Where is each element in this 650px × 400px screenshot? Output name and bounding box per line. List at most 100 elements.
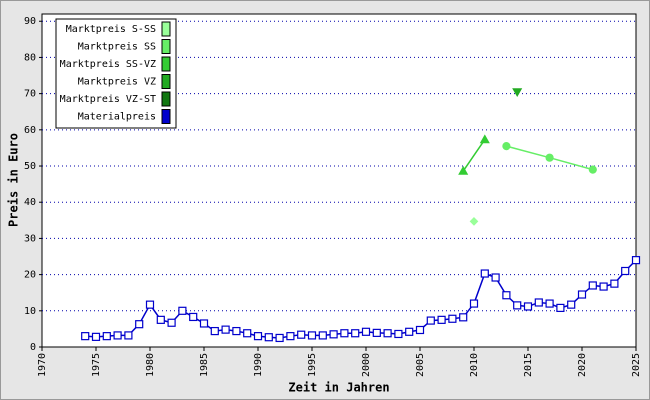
point (286, 332, 295, 341)
series-line (462, 139, 486, 172)
x-axis-title: Zeit in Jahren (288, 381, 389, 395)
point (329, 330, 338, 339)
x-tick-label: 2015 (523, 353, 534, 377)
y-tick-label: 10 (24, 306, 36, 317)
point (113, 331, 122, 340)
point (448, 314, 457, 323)
legend-label: Marktpreis S-SS (66, 24, 156, 35)
point (199, 319, 209, 328)
point (340, 329, 349, 338)
legend-swatch (161, 74, 171, 89)
point (232, 326, 241, 336)
legend-swatch (161, 56, 171, 72)
y-tick-label: 20 (24, 270, 36, 281)
x-tick-label: 2025 (631, 353, 642, 377)
point (297, 330, 306, 339)
point (189, 312, 198, 322)
point (545, 299, 554, 308)
point (145, 300, 155, 309)
point (534, 298, 543, 307)
point (480, 269, 489, 278)
legend-swatch (161, 91, 171, 107)
point (361, 327, 371, 336)
point (437, 315, 446, 324)
point (426, 316, 435, 325)
point (523, 302, 533, 311)
legend-label: Marktpreis VZ (78, 77, 156, 88)
point (631, 256, 641, 265)
point (502, 142, 511, 151)
y-tick-label: 40 (24, 197, 36, 208)
legend-label: Marktpreis SS (78, 42, 156, 53)
point (415, 325, 425, 335)
point (275, 333, 284, 343)
y-tick-label: 50 (24, 161, 36, 172)
point (469, 299, 479, 308)
point (577, 290, 587, 299)
point (167, 318, 176, 327)
x-tick-label: 1975 (91, 353, 102, 377)
point (243, 329, 252, 338)
x-tick-label: 2000 (361, 353, 372, 377)
point (545, 153, 554, 162)
legend-swatch (161, 39, 171, 54)
point (210, 326, 219, 336)
point (567, 300, 576, 309)
point (588, 165, 597, 174)
point (221, 325, 230, 334)
point (621, 266, 630, 276)
point (513, 301, 522, 310)
point (459, 313, 468, 322)
x-tick-label: 1995 (307, 353, 318, 377)
x-tick-label: 2005 (415, 353, 426, 377)
point (178, 306, 187, 315)
legend-label: Materialpreis (78, 112, 156, 123)
y-tick-label: 30 (24, 233, 36, 244)
point (479, 134, 490, 144)
point (469, 217, 479, 226)
y-tick-label: 90 (24, 16, 36, 27)
legend-swatch (161, 109, 171, 124)
point (318, 331, 327, 340)
point (405, 327, 414, 336)
legend-label: Marktpreis VZ-ST (60, 94, 156, 105)
point (372, 328, 381, 337)
x-tick-label: 1985 (199, 353, 210, 377)
y-tick-label: 80 (24, 52, 36, 63)
legend-box (55, 18, 177, 129)
y-tick-label: 70 (24, 89, 36, 100)
point (91, 332, 101, 341)
point (610, 279, 619, 288)
point (351, 329, 360, 338)
point (307, 331, 317, 340)
point (264, 333, 273, 342)
point (491, 273, 500, 282)
legend-label: Marktpreis SS-VZ (60, 59, 156, 70)
point (556, 303, 565, 313)
point (156, 315, 165, 324)
y-tick-label: 0 (30, 342, 36, 353)
x-tick-label: 2010 (469, 353, 480, 377)
point (81, 332, 90, 341)
point (383, 329, 392, 338)
point (458, 165, 469, 175)
legend-swatch (161, 21, 171, 37)
point (135, 320, 144, 329)
series-line (85, 259, 637, 339)
point (502, 291, 511, 300)
x-tick-label: 2020 (577, 353, 588, 377)
point (102, 332, 111, 341)
y-tick-label: 60 (24, 125, 36, 136)
y-axis-title: Preis in Euro (7, 133, 21, 227)
x-tick-label: 1970 (37, 353, 48, 377)
point (588, 281, 597, 290)
point (124, 331, 133, 340)
point (253, 332, 263, 341)
x-tick-label: 1980 (145, 353, 156, 377)
point (512, 88, 523, 98)
point (394, 329, 403, 339)
point (599, 282, 608, 291)
x-tick-label: 1990 (253, 353, 264, 377)
